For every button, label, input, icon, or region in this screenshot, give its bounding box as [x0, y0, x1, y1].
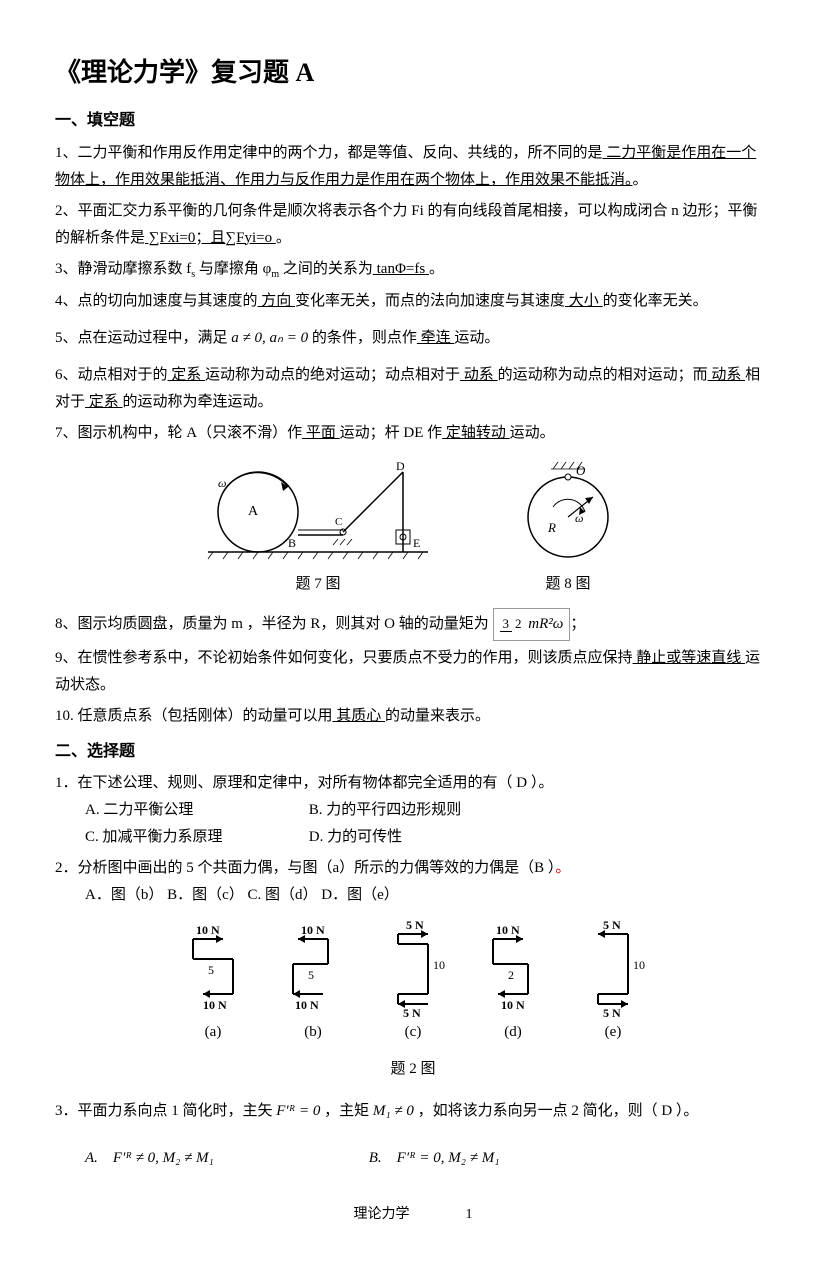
mc1-opt-d: D. 力的可传性	[309, 824, 529, 851]
svg-text:5: 5	[308, 968, 314, 982]
svg-text:10 N: 10 N	[295, 998, 319, 1012]
svg-text:C: C	[335, 516, 342, 528]
svg-text:A: A	[248, 504, 259, 519]
svg-text:2: 2	[508, 968, 514, 982]
mc2-fig-d: 10 N 2 10 N	[473, 919, 553, 1019]
svg-text:5 N: 5 N	[406, 919, 424, 932]
section-2-heading: 二、选择题	[55, 738, 771, 767]
q5-formula: a ≠ 0, aₙ = 0	[231, 330, 308, 346]
fig7-caption: 题 7 图	[203, 571, 433, 598]
page-footer: 理论力学 1	[55, 1202, 771, 1227]
mc2-fig-e: 5 N 10 5 N	[573, 919, 653, 1019]
q5-ans: 牵连	[417, 330, 455, 346]
svg-text:10 N: 10 N	[196, 923, 220, 937]
q2-ans: ∑Fxi=0；且∑Fyi=o	[145, 230, 276, 246]
mc3-opt-b: B. F′ᴿ = 0, M₂ ≠ M₁	[369, 1145, 589, 1172]
q4-ans1: 方向	[258, 293, 296, 309]
svg-text:R: R	[547, 520, 556, 535]
mc2-fig-c: 5 N 10 5 N	[373, 919, 453, 1019]
mc2-fig-b: 10 N 5 10 N	[273, 919, 353, 1019]
section-1-heading: 一、填空题	[55, 107, 771, 136]
q2: 2、平面汇交力系平衡的几何条件是顺次将表示各个力 Fi 的有向线段首尾相接，可以…	[55, 198, 771, 252]
q4-ans2: 大小	[565, 293, 603, 309]
q9: 9、在惯性参考系中，不论初始条件如何变化，只要质点不受力的作用，则该质点应保持 …	[55, 645, 771, 699]
q4: 4、点的切向加速度与其速度的 方向 变化率无关，而点的法向加速度与其速度 大小 …	[55, 288, 771, 315]
svg-text:5 N: 5 N	[603, 919, 621, 932]
figure-7: ω A B C D E	[203, 457, 433, 567]
q8-formula-box: 32 mR²ω	[493, 608, 571, 641]
svg-text:B: B	[288, 536, 296, 550]
svg-text:10 N: 10 N	[301, 923, 325, 937]
svg-text:5 N: 5 N	[603, 1006, 621, 1019]
q10: 10. 任意质点系（包括刚体）的动量可以用 其质心 的动量来表示。	[55, 703, 771, 730]
mc3: 3．平面力系向点 1 简化时，主矢 F′ᴿ = 0 ，主矩 M₁ ≠ 0 ，如将…	[55, 1098, 771, 1125]
svg-text:ω: ω	[218, 476, 226, 490]
svg-text:D: D	[396, 459, 405, 473]
q8: 8、图示均质圆盘，质量为 m ，半径为 R，则其对 O 轴的动量矩为 32 mR…	[55, 608, 771, 641]
mc2-figcap: 题 2 图	[55, 1056, 771, 1083]
q3: 3、静滑动摩擦系数 fs 与摩擦角 φm 之间的关系为 tanΦ=fs 。	[55, 256, 771, 284]
mc2: 2．分析图中画出的 5 个共面力偶，与图（a）所示的力偶等效的力偶是（B ）。 …	[55, 855, 771, 909]
q3-ans: tanΦ=fs	[373, 261, 429, 277]
q5: 5、点在运动过程中，满足 a ≠ 0, aₙ = 0 的条件，则点作 牵连 运动…	[55, 325, 771, 352]
svg-text:10: 10	[433, 958, 445, 972]
q1-pre: 1、二力平衡和作用反作用定律中的两个力，都是等值、反向、共线的，所不同的是	[55, 145, 603, 161]
mc1-opt-c: C. 加减平衡力系原理	[85, 824, 305, 851]
svg-text:5 N: 5 N	[403, 1006, 421, 1019]
mc1-opt-b: B. 力的平行四边形规则	[309, 797, 529, 824]
svg-text:O: O	[576, 463, 586, 478]
mc1-opt-a: A. 二力平衡公理	[85, 797, 305, 824]
q1: 1、二力平衡和作用反作用定律中的两个力，都是等值、反向、共线的，所不同的是 二力…	[55, 140, 771, 194]
page-title: 《理论力学》复习题 A	[55, 50, 771, 97]
mc3-opts: A. F′ᴿ ≠ 0, M₂ ≠ M₁ B. F′ᴿ = 0, M₂ ≠ M₁	[55, 1145, 771, 1172]
svg-text:10 N: 10 N	[496, 923, 520, 937]
svg-text:10 N: 10 N	[203, 998, 227, 1012]
svg-text:10: 10	[633, 958, 645, 972]
svg-text:5: 5	[208, 963, 214, 977]
svg-text:10 N: 10 N	[501, 998, 525, 1012]
q7: 7、图示机构中，轮 A（只滚不滑）作 平面 运动；杆 DE 作 定轴转动 运动。	[55, 420, 771, 447]
mc1: 1．在下述公理、规则、原理和定律中，对所有物体都完全适用的有（ D ）。 A. …	[55, 770, 771, 851]
mc3-opt-a: A. F′ᴿ ≠ 0, M₂ ≠ M₁	[85, 1145, 365, 1172]
svg-text:E: E	[413, 536, 420, 550]
figure-8: O R ω	[513, 457, 623, 567]
q6: 6、动点相对于的 定系 运动称为动点的绝对运动；动点相对于 动系 的运动称为动点…	[55, 362, 771, 416]
mc2-opts: A．图（b） B．图（c） C. 图（d） D．图（e）	[55, 882, 771, 909]
mc2-figures: 10 N 5 10 N (a) 10 N 5 10 N (b)	[55, 919, 771, 1046]
fig8-caption: 题 8 图	[513, 571, 623, 598]
mc2-fig-a: 10 N 5 10 N	[173, 919, 253, 1019]
figure-row-7-8: ω A B C D E 题 7 图 O	[55, 457, 771, 598]
svg-text:ω: ω	[575, 511, 583, 525]
